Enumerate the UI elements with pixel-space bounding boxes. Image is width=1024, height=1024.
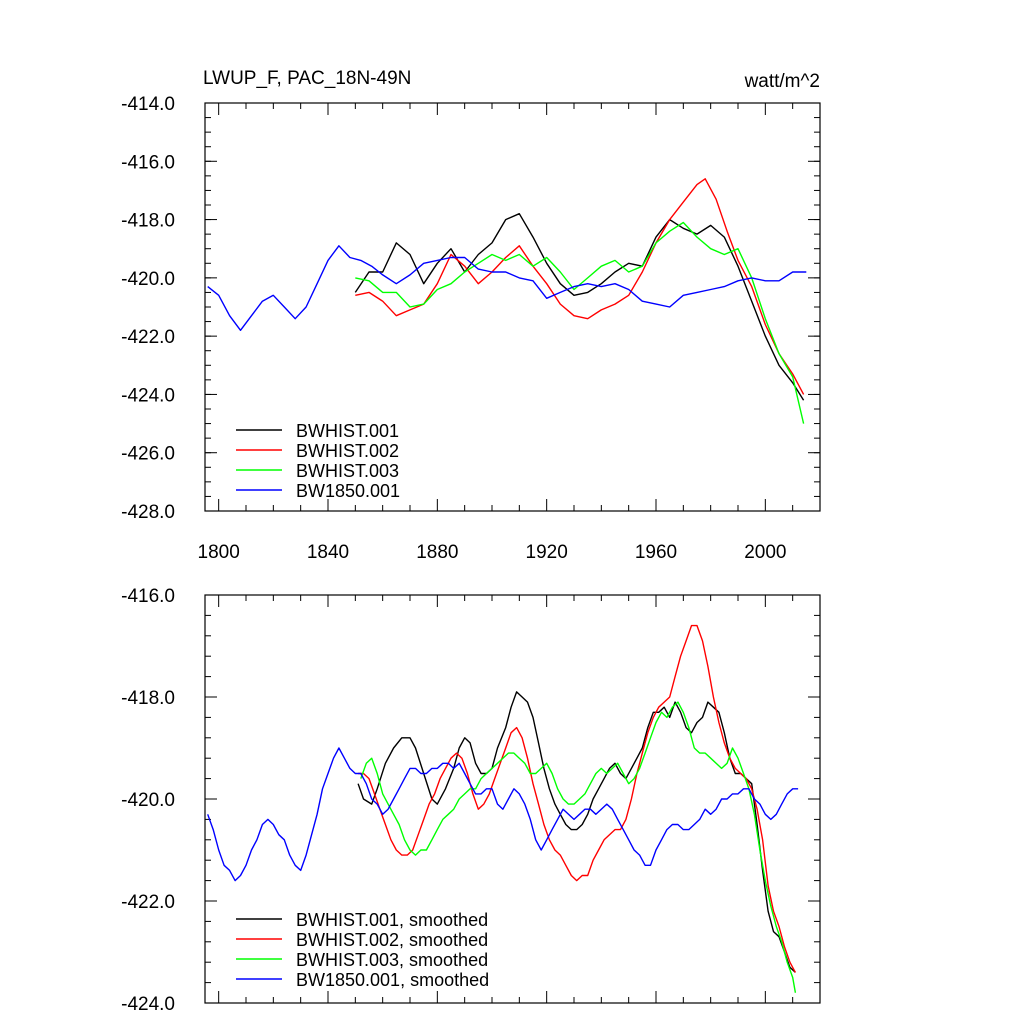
y-tick-label: -418.0 [121, 688, 175, 709]
units-label: watt/m^2 [744, 71, 820, 92]
series-line-3 [360, 701, 797, 993]
series-line-1 [354, 213, 805, 401]
y-tick-label: -414.0 [121, 94, 175, 115]
y-tick-label: -420.0 [121, 269, 175, 290]
x-tick-label: 2000 [744, 542, 786, 563]
y-tick-label: -426.0 [121, 444, 175, 465]
series-line-2 [358, 624, 797, 973]
y-tick-label: -416.0 [121, 586, 175, 607]
series-line-1 [357, 691, 796, 973]
y-tick-label: -422.0 [121, 327, 175, 348]
y-tick-label: -422.0 [121, 892, 175, 913]
series-line-4 [207, 747, 799, 882]
x-tick-label: 1960 [635, 542, 677, 563]
legend-label: BW1850.001, smoothed [296, 970, 489, 990]
series-line-2 [355, 178, 805, 395]
x-tick-label: 1800 [198, 542, 240, 563]
top-panel: LWUP_F, PAC_18N-49N watt/m^2 -414.0 -416.… [121, 68, 821, 563]
legend-label: BWHIST.002 [296, 441, 399, 461]
series-line-4 [207, 245, 807, 331]
y-tick-label: -418.0 [121, 211, 175, 232]
y-tick-label: -424.0 [121, 994, 175, 1015]
x-tick-label: 1880 [416, 542, 458, 563]
x-tick-label: 1920 [526, 542, 568, 563]
legend-label: BWHIST.001, smoothed [296, 910, 488, 930]
y-tick-label: -424.0 [121, 385, 175, 406]
legend-label: BWHIST.003 [296, 461, 399, 481]
y-tick-label: -416.0 [121, 152, 175, 173]
legend-label: BWHIST.001 [296, 421, 399, 441]
y-tick-label: -420.0 [121, 790, 175, 811]
legend-label: BWHIST.003, smoothed [296, 950, 488, 970]
chart-title: LWUP_F, PAC_18N-49N [203, 68, 411, 89]
legend-label: BW1850.001 [296, 481, 400, 501]
series-line-3 [355, 221, 805, 424]
bottom-panel: -416.0 -418.0 -420.0 -422.0 -424.0 BWHIST.001… [121, 586, 821, 1015]
legend-label: BWHIST.002, smoothed [296, 930, 488, 950]
y-tick-label: -428.0 [121, 502, 175, 523]
x-tick-label: 1840 [307, 542, 349, 563]
